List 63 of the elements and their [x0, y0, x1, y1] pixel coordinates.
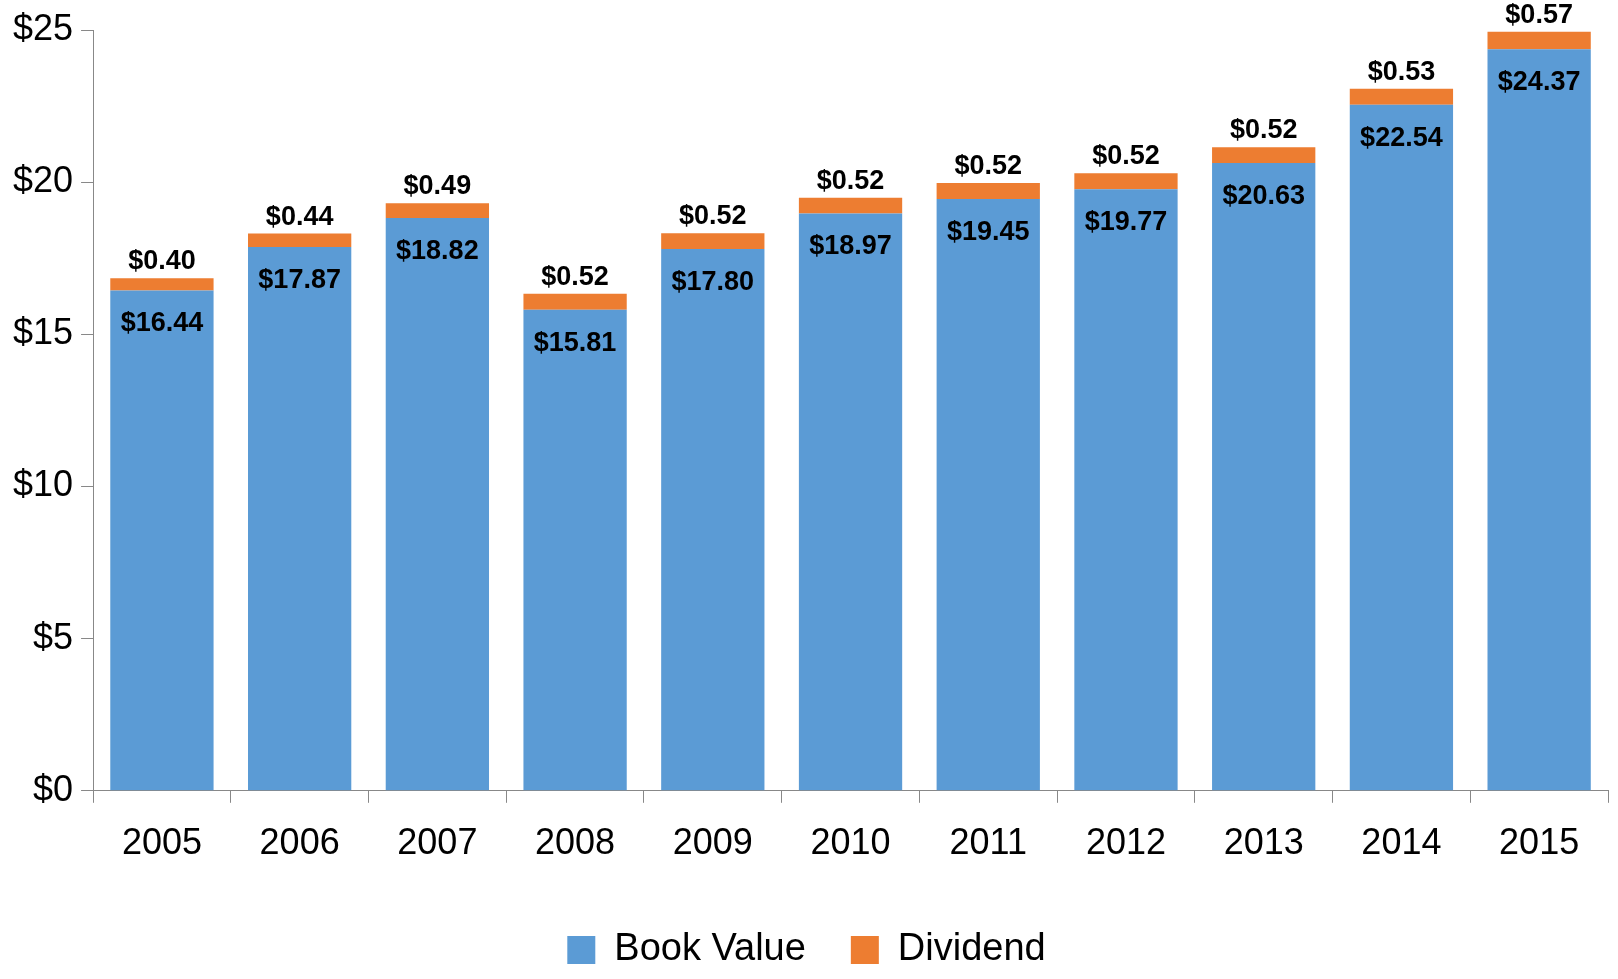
data-label: $17.80	[671, 266, 755, 297]
bar	[385, 203, 490, 219]
data-label: $0.52	[541, 260, 609, 291]
bar	[798, 213, 903, 791]
data-label: $15.81	[533, 326, 617, 357]
bar	[1349, 88, 1454, 105]
data-label: $22.54	[1360, 121, 1443, 152]
y-tick-label: $15	[12, 311, 74, 353]
x-tick-label: 2007	[397, 821, 478, 863]
data-label: $18.97	[809, 230, 892, 261]
bar	[110, 278, 214, 291]
bar	[110, 290, 214, 791]
x-tick-label: 2005	[121, 821, 202, 863]
x-tick-label: 2015	[1499, 821, 1580, 863]
legend-label: Book Value	[614, 926, 806, 969]
bar	[1074, 189, 1178, 791]
bar	[1349, 104, 1454, 791]
data-label: $0.52	[816, 164, 885, 195]
data-label: $0.44	[265, 200, 334, 231]
data-label: $19.45	[946, 215, 1030, 246]
bar	[523, 309, 627, 791]
x-tick-label: 2013	[1223, 821, 1304, 863]
x-tick-label: 2009	[672, 821, 753, 863]
y-tick-label: $5	[33, 615, 74, 657]
bar	[1074, 173, 1178, 190]
bar	[936, 183, 1040, 199]
y-tick-label: $0	[33, 767, 74, 809]
data-label: $0.52	[1092, 140, 1160, 171]
bar	[661, 233, 765, 250]
data-label: $0.49	[403, 170, 472, 201]
x-tick-label: 2010	[810, 821, 891, 863]
bar	[1212, 147, 1316, 163]
x-tick-label: 2008	[535, 821, 616, 863]
y-tick-label: $25	[12, 6, 74, 48]
bar	[248, 246, 352, 791]
bar	[1212, 162, 1316, 791]
data-label: $18.82	[396, 235, 479, 266]
y-tick-label: $20	[12, 159, 74, 201]
data-label: $0.57	[1505, 0, 1573, 29]
x-tick-label: 2012	[1085, 821, 1167, 863]
bar	[936, 198, 1040, 791]
bar	[385, 218, 490, 791]
data-label: $16.44	[120, 307, 204, 338]
data-label: $0.52	[954, 150, 1023, 181]
x-tick-label: 2006	[259, 821, 340, 863]
data-label: $24.37	[1497, 66, 1581, 97]
bar	[523, 293, 627, 310]
y-tick-label: $10	[12, 463, 74, 505]
data-label: $19.77	[1084, 206, 1168, 237]
bar	[661, 249, 765, 791]
data-label: $0.40	[128, 245, 196, 276]
legend-label: Dividend	[897, 926, 1046, 969]
x-tick-label: 2014	[1361, 821, 1442, 863]
bar	[1487, 49, 1591, 791]
data-label: $20.63	[1222, 179, 1305, 210]
data-label: $0.53	[1367, 55, 1436, 86]
bar	[798, 197, 903, 214]
data-label: $0.52	[1229, 114, 1298, 145]
data-label: $17.87	[258, 263, 341, 294]
bar	[1487, 31, 1591, 50]
data-label: $0.52	[679, 200, 747, 231]
x-tick-label: 2011	[949, 821, 1027, 863]
bar	[248, 233, 352, 247]
